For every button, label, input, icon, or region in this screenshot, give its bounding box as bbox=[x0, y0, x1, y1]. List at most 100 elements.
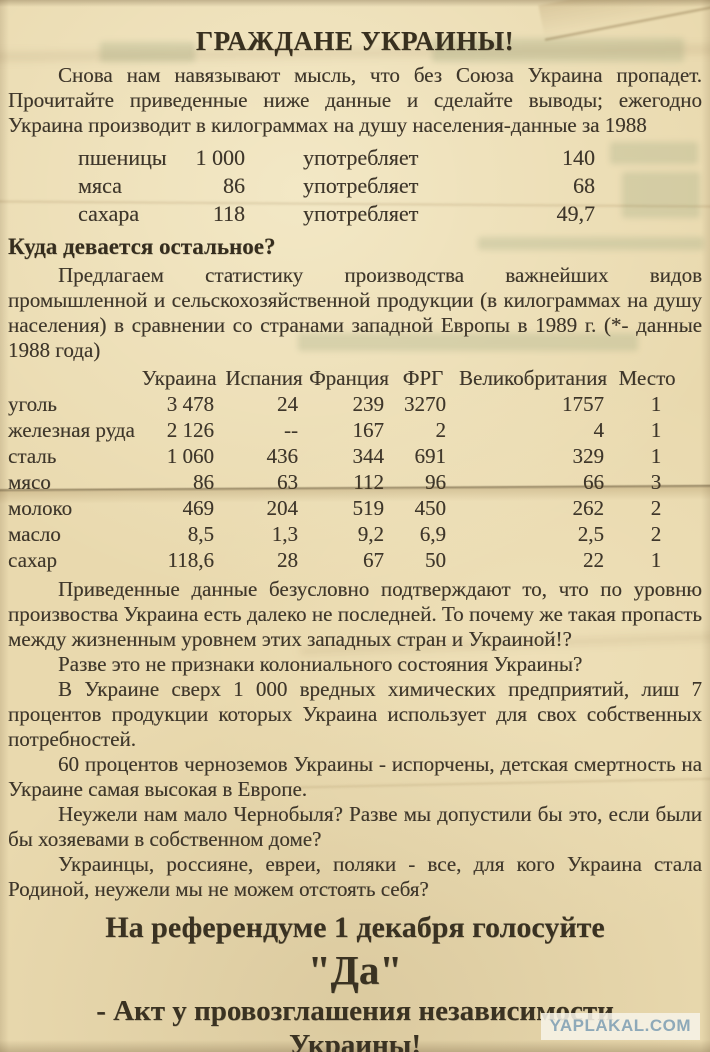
cell-value: 1 bbox=[650, 443, 662, 468]
produced-value: 1 000 bbox=[195, 145, 246, 170]
cell-value: 1 bbox=[650, 391, 662, 416]
cell-value: 4 bbox=[593, 417, 605, 442]
cell-value: 450 bbox=[414, 495, 447, 520]
watermark: YAPLAKAL.COM bbox=[540, 1013, 700, 1040]
row-label: масло bbox=[8, 521, 61, 546]
consumes-label: употребляет bbox=[303, 145, 419, 170]
paragraph: Разве это не признаки колониального сост… bbox=[58, 652, 583, 676]
body-paragraphs: Приведенные данные безусловно подтвержда… bbox=[8, 577, 702, 902]
table-row: пшеницы 1 000 употребляет 140 bbox=[78, 144, 702, 172]
cell-value: 50 bbox=[425, 547, 446, 572]
row-label: молоко bbox=[8, 495, 73, 520]
cell-value: 63 bbox=[277, 469, 298, 494]
section-intro-paragraph: Предлагаем статистику производства важне… bbox=[8, 263, 702, 362]
paragraph: В Украине сверх 1 000 вредных химических… bbox=[8, 677, 702, 751]
cell-value: 204 bbox=[266, 495, 299, 520]
column-header: Место bbox=[618, 366, 676, 390]
column-header: ФРГ bbox=[402, 366, 444, 390]
cell-value: 86 bbox=[193, 469, 214, 494]
bleed-through-ghost bbox=[100, 42, 195, 62]
cell-value: 22 bbox=[583, 547, 604, 572]
table-row: сталь 1 060 436 344 691 329 1 bbox=[8, 443, 702, 469]
appeal-line-ukraine: Украины! bbox=[289, 1029, 421, 1052]
cell-value: 9,2 bbox=[357, 521, 384, 546]
bleed-through-ghost bbox=[610, 142, 698, 164]
consumed-value: 68 bbox=[573, 173, 595, 198]
cell-value: 2 bbox=[650, 521, 662, 546]
cell-value: 66 bbox=[583, 469, 604, 494]
cell-value: 2 126 bbox=[166, 417, 214, 442]
cell-value: 1757 bbox=[562, 391, 604, 416]
column-header: Украина bbox=[141, 366, 217, 390]
leaflet-title: ГРАЖДАНЕ УКРАИНЫ! bbox=[195, 26, 515, 56]
product-name: мяса bbox=[78, 173, 122, 198]
row-label: сахар bbox=[8, 547, 57, 572]
table-row: железная руда 2 126 -- 167 2 4 1 bbox=[8, 417, 702, 443]
column-header: Франция bbox=[309, 366, 389, 390]
cell-value: 112 bbox=[353, 469, 384, 494]
cell-value: 1 060 bbox=[166, 443, 214, 468]
referendum-appeal: На референдуме 1 декабря голосуйте "Да" … bbox=[8, 910, 702, 1052]
cell-value: 3 478 bbox=[166, 391, 214, 416]
table-row: мясо 86 63 112 96 66 3 bbox=[8, 469, 702, 495]
column-header: Великобритания bbox=[459, 366, 607, 390]
bleed-through-ghost bbox=[478, 237, 704, 250]
cell-value: 344 bbox=[352, 443, 385, 468]
table-row: сахара 118 употребляет 49,7 bbox=[78, 200, 702, 228]
comparison-table: Украина Испания Франция ФРГ Великобритан… bbox=[8, 366, 702, 573]
cell-value: 2 bbox=[435, 417, 447, 442]
produced-value: 86 bbox=[223, 173, 245, 198]
intro-paragraph: Снова нам навязывают мысль, что без Союз… bbox=[8, 63, 702, 137]
cell-value: 1 bbox=[650, 417, 662, 442]
cell-value: 67 bbox=[363, 547, 384, 572]
cell-value: 691 bbox=[414, 443, 447, 468]
row-label: уголь bbox=[8, 391, 57, 416]
appeal-line-da: "Да" bbox=[307, 947, 403, 993]
cell-value: 118,6 bbox=[167, 547, 214, 572]
cell-value: 239 bbox=[352, 391, 385, 416]
production-consumption-table: пшеницы 1 000 употребляет 140 мяса 86 уп… bbox=[78, 144, 702, 228]
cell-value: 519 bbox=[352, 495, 385, 520]
bleed-through-ghost bbox=[432, 38, 684, 62]
row-label: сталь bbox=[8, 443, 57, 468]
bleed-through-ghost bbox=[298, 333, 638, 351]
cell-value: 2 bbox=[650, 495, 662, 520]
cell-value: 262 bbox=[572, 495, 605, 520]
cell-value: 436 bbox=[266, 443, 299, 468]
cell-value: 3270 bbox=[404, 391, 446, 416]
appeal-line-vote: На референдуме 1 декабря голосуйте bbox=[105, 911, 605, 944]
table-header-row: Украина Испания Франция ФРГ Великобритан… bbox=[8, 366, 702, 391]
table-row: сахар 118,6 28 67 50 22 1 bbox=[8, 547, 702, 573]
cell-value: 329 bbox=[572, 443, 605, 468]
paragraph: Неужели нам мало Чернобыля? Разве мы доп… bbox=[8, 802, 702, 851]
cell-value: 2,5 bbox=[577, 521, 604, 546]
consumed-value: 140 bbox=[562, 145, 595, 170]
bleed-through-ghost bbox=[622, 172, 700, 218]
table-row: масло 8,5 1,3 9,2 6,9 2,5 2 bbox=[8, 521, 702, 547]
table-row: мяса 86 употребляет 68 bbox=[78, 172, 702, 200]
cell-value: 1,3 bbox=[271, 521, 298, 546]
row-label: железная руда bbox=[8, 417, 135, 442]
section-heading: Куда девается остальное? bbox=[8, 234, 276, 259]
consumes-label: употребляет bbox=[303, 173, 419, 198]
paragraph: 60 процентов черноземов Украины - испорч… bbox=[8, 752, 702, 801]
cell-value: 1 bbox=[650, 547, 662, 572]
consumed-value: 49,7 bbox=[556, 201, 596, 226]
cell-value: 6,9 bbox=[419, 521, 446, 546]
cell-value: 469 bbox=[182, 495, 215, 520]
product-name: сахара bbox=[78, 201, 140, 226]
cell-value: -- bbox=[284, 417, 298, 442]
cell-value: 8,5 bbox=[187, 521, 214, 546]
table-row: молоко 469 204 519 450 262 2 bbox=[8, 495, 702, 521]
appeal-line-act: - Акт у провозглашения независимости bbox=[96, 995, 614, 1027]
cell-value: 28 bbox=[277, 547, 298, 572]
cell-value: 96 bbox=[425, 469, 446, 494]
paragraph: Украинцы, россияне, евреи, поляки - все,… bbox=[8, 852, 702, 901]
column-header: Испания bbox=[225, 366, 303, 390]
produced-value: 118 bbox=[212, 201, 245, 226]
table-row: уголь 3 478 24 239 3270 1757 1 bbox=[8, 391, 702, 417]
consumes-label: употребляет bbox=[303, 201, 419, 226]
cell-value: 3 bbox=[650, 469, 662, 494]
cell-value: 167 bbox=[352, 417, 385, 442]
